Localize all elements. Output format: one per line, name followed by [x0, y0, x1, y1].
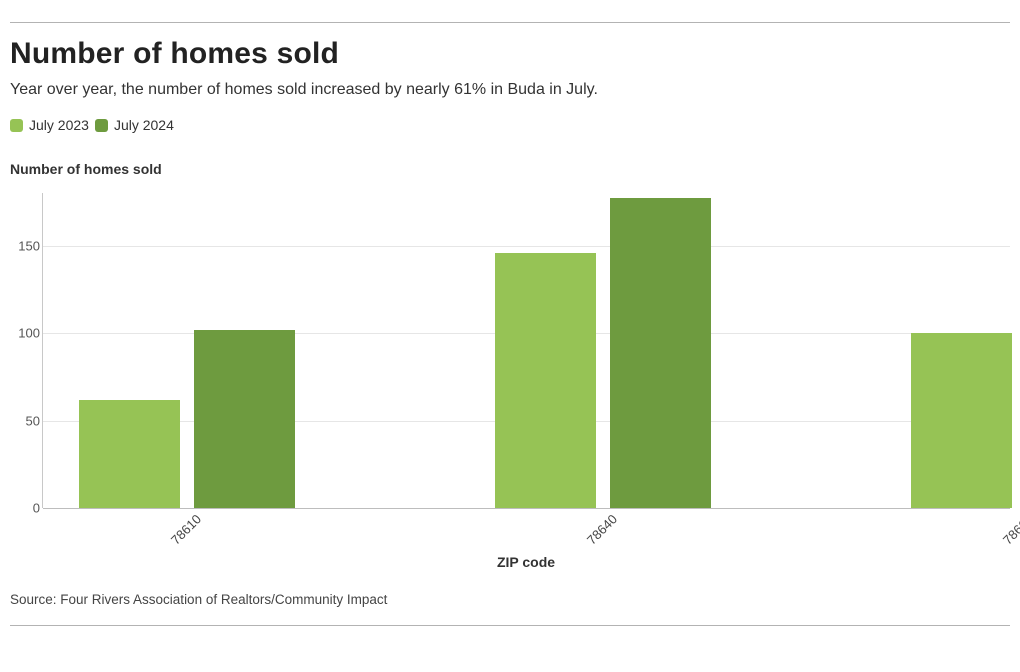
- legend: July 2023 July 2024: [10, 117, 1010, 133]
- x-tick-label: 78666: [1000, 511, 1020, 547]
- x-labels: 786107864078666: [42, 508, 1010, 548]
- x-axis-title: ZIP code: [42, 554, 1010, 570]
- chart-title: Number of homes sold: [10, 37, 1010, 71]
- y-tick-label: 50: [10, 413, 40, 428]
- bar: [911, 333, 1012, 508]
- y-tick-label: 0: [10, 501, 40, 516]
- legend-swatch-1: [95, 119, 108, 132]
- legend-label-0: July 2023: [29, 117, 89, 133]
- x-tick-label: 78640: [584, 511, 620, 547]
- bar: [610, 198, 711, 508]
- y-ticks: 050100150: [10, 193, 42, 508]
- bar: [495, 253, 596, 509]
- chart-container: Number of homes sold Year over year, the…: [10, 22, 1010, 626]
- bottom-rule: [10, 625, 1010, 626]
- source-text: Source: Four Rivers Association of Realt…: [10, 592, 1010, 607]
- y-axis-title: Number of homes sold: [10, 161, 1010, 177]
- plot: [42, 193, 1010, 508]
- bar: [79, 400, 180, 509]
- grid-line: [43, 246, 1010, 247]
- y-tick-label: 100: [10, 326, 40, 341]
- top-rule: [10, 22, 1010, 23]
- legend-swatch-0: [10, 119, 23, 132]
- legend-label-1: July 2024: [114, 117, 174, 133]
- chart-area: 050100150: [10, 193, 1010, 508]
- y-tick-label: 150: [10, 238, 40, 253]
- chart-subtitle: Year over year, the number of homes sold…: [10, 81, 1010, 99]
- x-tick-label: 78610: [168, 511, 204, 547]
- bar: [194, 330, 295, 509]
